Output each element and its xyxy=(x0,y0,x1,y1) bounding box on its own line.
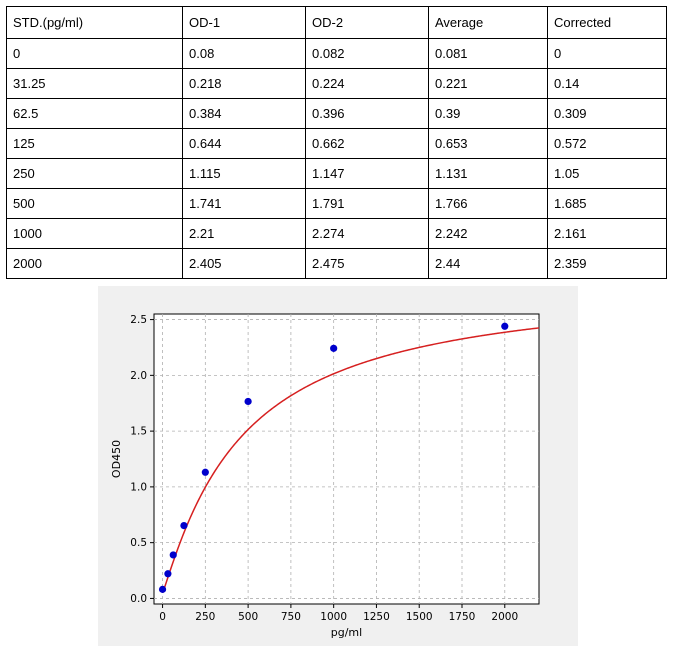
table-cell: 0.39 xyxy=(428,98,548,129)
header-od2: OD-2 xyxy=(305,6,429,39)
y-tick-label: 1.0 xyxy=(130,481,147,493)
x-tick-label: 750 xyxy=(281,611,301,623)
y-axis-label: OD450 xyxy=(110,440,123,478)
plot-area xyxy=(153,313,540,605)
table-cell: 500 xyxy=(6,188,183,219)
data-point xyxy=(201,468,209,476)
header-corrected: Corrected xyxy=(547,6,667,39)
chart-svg: 0 250 500 750 1000 1250 1500 1750 2000 0.0 0.5 1.0 1… xyxy=(110,313,540,639)
data-point xyxy=(180,521,188,530)
y-tick-label: 0.5 xyxy=(130,537,147,549)
table-row: 2000 2.405 2.475 2.44 2.359 xyxy=(6,248,667,279)
data-point xyxy=(164,570,172,578)
table-cell: 0 xyxy=(547,38,667,69)
table-cell: 250 xyxy=(6,158,183,189)
x-axis-label: pg/ml xyxy=(331,626,362,639)
grid-lines xyxy=(154,314,539,604)
table-cell: 1.05 xyxy=(547,158,667,189)
table-cell: 1000 xyxy=(6,218,183,249)
table-row: 31.25 0.218 0.224 0.221 0.14 xyxy=(6,68,667,99)
table-cell: 0.384 xyxy=(182,98,306,129)
table-cell: 2.242 xyxy=(428,218,548,249)
header-od1: OD-1 xyxy=(182,6,306,39)
table-cell: 1.741 xyxy=(182,188,306,219)
x-tick-label: 1500 xyxy=(406,611,433,623)
table-cell: 1.685 xyxy=(547,188,667,219)
table-cell: 0.662 xyxy=(305,128,429,159)
table-cell: 2.21 xyxy=(182,218,306,249)
x-tick-label: 2000 xyxy=(491,611,518,623)
y-tick-label: 1.5 xyxy=(130,426,147,438)
table-row: 125 0.644 0.662 0.653 0.572 xyxy=(6,128,667,159)
table-row: 1000 2.21 2.274 2.242 2.161 xyxy=(6,218,667,249)
table-cell: 0.309 xyxy=(547,98,667,129)
table-cell: 2.44 xyxy=(428,248,548,279)
table-cell: 0.14 xyxy=(547,68,667,99)
data-point xyxy=(330,344,338,352)
data-points xyxy=(158,322,509,593)
table-cell: 2000 xyxy=(6,248,183,279)
table-cell: 0.572 xyxy=(547,128,667,159)
y-tick-label: 2.5 xyxy=(130,314,147,326)
standard-curve-table: STD.(pg/ml) OD-1 OD-2 Average Corrected … xyxy=(6,6,667,279)
table-cell: 0.218 xyxy=(182,68,306,99)
table-row: 250 1.115 1.147 1.131 1.05 xyxy=(6,158,667,189)
y-tick-label: 2.0 xyxy=(130,370,147,382)
table-cell: 1.791 xyxy=(305,188,429,219)
table-header-row: STD.(pg/ml) OD-1 OD-2 Average Corrected xyxy=(6,6,667,39)
x-tick-label: 1750 xyxy=(449,611,476,623)
table-cell: 0.396 xyxy=(305,98,429,129)
data-point xyxy=(501,322,509,330)
table-cell: 0.221 xyxy=(428,68,548,99)
table-cell: 2.161 xyxy=(547,218,667,249)
table-cell: 1.147 xyxy=(305,158,429,189)
table-cell: 1.115 xyxy=(182,158,306,189)
x-tick-label: 250 xyxy=(195,611,215,623)
x-tick-label: 1250 xyxy=(363,611,390,623)
table-cell: 1.131 xyxy=(428,158,548,189)
x-tick-label: 1000 xyxy=(320,611,347,623)
table-row: 62.5 0.384 0.396 0.39 0.309 xyxy=(6,98,667,129)
data-point xyxy=(244,397,252,406)
fit-curve xyxy=(161,327,540,594)
standard-curve-chart: 0 250 500 750 1000 1250 1500 1750 2000 0.0 0.5 1.0 1… xyxy=(98,286,578,646)
table-cell: 2.274 xyxy=(305,218,429,249)
header-std: STD.(pg/ml) xyxy=(6,6,183,39)
table-row: 0 0.08 0.082 0.081 0 xyxy=(6,38,667,69)
axes: 0 250 500 750 1000 1250 1500 1750 2000 0.0 0.5 1.0 1… xyxy=(130,314,518,623)
table-cell: 31.25 xyxy=(6,68,183,99)
table-cell: 1.766 xyxy=(428,188,548,219)
table-cell: 0.224 xyxy=(305,68,429,99)
x-tick-label: 500 xyxy=(238,611,258,623)
table-row: 500 1.741 1.791 1.766 1.685 xyxy=(6,188,667,219)
table-cell: 0.08 xyxy=(182,38,306,69)
table-cell: 0.081 xyxy=(428,38,548,69)
table-cell: 2.475 xyxy=(305,248,429,279)
table-cell: 0.082 xyxy=(305,38,429,69)
data-point xyxy=(158,585,167,593)
table-cell: 0.653 xyxy=(428,128,548,159)
table-cell: 0 xyxy=(6,38,183,69)
data-point xyxy=(169,551,177,559)
y-tick-label: 0.0 xyxy=(130,593,147,605)
x-tick-label: 0 xyxy=(159,611,166,623)
table-cell: 62.5 xyxy=(6,98,183,129)
table-cell: 0.644 xyxy=(182,128,306,159)
header-average: Average xyxy=(428,6,548,39)
table-cell: 2.405 xyxy=(182,248,306,279)
table-cell: 2.359 xyxy=(547,248,667,279)
table-cell: 125 xyxy=(6,128,183,159)
